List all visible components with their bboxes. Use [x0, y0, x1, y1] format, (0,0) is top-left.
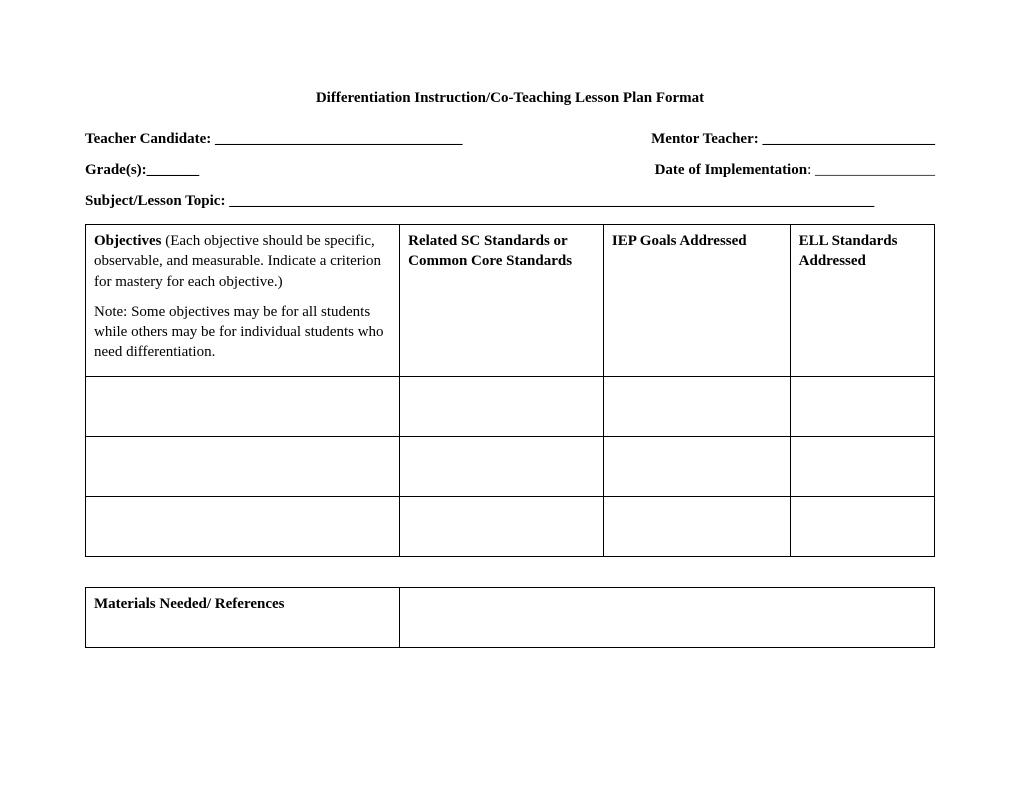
- table-cell: [86, 437, 400, 497]
- table-cell: [86, 497, 400, 557]
- page-title: Differentiation Instruction/Co-Teaching …: [85, 90, 935, 107]
- objectives-table: Objectives (Each objective should be spe…: [85, 224, 935, 557]
- table-cell: [790, 497, 934, 557]
- field-row-1: Teacher Candidate: _____________________…: [85, 131, 935, 148]
- table-header-row: Objectives (Each objective should be spe…: [86, 225, 935, 377]
- date-label-bold: Date of Implementation: [655, 162, 807, 178]
- table-cell: [603, 497, 790, 557]
- field-row-2: Grade(s):_______ Date of Implementation:…: [85, 162, 935, 179]
- table-row: [86, 377, 935, 437]
- materials-header-cell: Materials Needed/ References: [86, 588, 400, 648]
- field-row-3: Subject/Lesson Topic: __________________…: [85, 193, 935, 210]
- mentor-teacher-field: Mentor Teacher: _______________________: [651, 131, 935, 148]
- iep-header-cell: IEP Goals Addressed: [603, 225, 790, 377]
- subject-field: Subject/Lesson Topic: __________________…: [85, 193, 874, 210]
- objectives-bold: Objectives: [94, 233, 161, 249]
- ell-header-cell: ELL Standards Addressed: [790, 225, 934, 377]
- objectives-note: Note: Some objectives may be for all stu…: [94, 302, 391, 363]
- date-label-rest: : ________________: [807, 162, 935, 178]
- objectives-header-cell: Objectives (Each objective should be spe…: [86, 225, 400, 377]
- table-row: Materials Needed/ References: [86, 588, 935, 648]
- materials-table: Materials Needed/ References: [85, 587, 935, 648]
- date-field: Date of Implementation: ________________: [655, 162, 935, 179]
- materials-content-cell: [400, 588, 935, 648]
- table-cell: [603, 377, 790, 437]
- teacher-candidate-field: Teacher Candidate: _____________________…: [85, 131, 463, 148]
- standards-header-cell: Related SC Standards or Common Core Stan…: [400, 225, 604, 377]
- table-cell: [400, 497, 604, 557]
- table-cell: [790, 437, 934, 497]
- table-cell: [790, 377, 934, 437]
- table-row: [86, 497, 935, 557]
- table-cell: [400, 437, 604, 497]
- table-cell: [400, 377, 604, 437]
- table-cell: [603, 437, 790, 497]
- grades-field: Grade(s):_______: [85, 162, 199, 179]
- table-row: [86, 437, 935, 497]
- table-cell: [86, 377, 400, 437]
